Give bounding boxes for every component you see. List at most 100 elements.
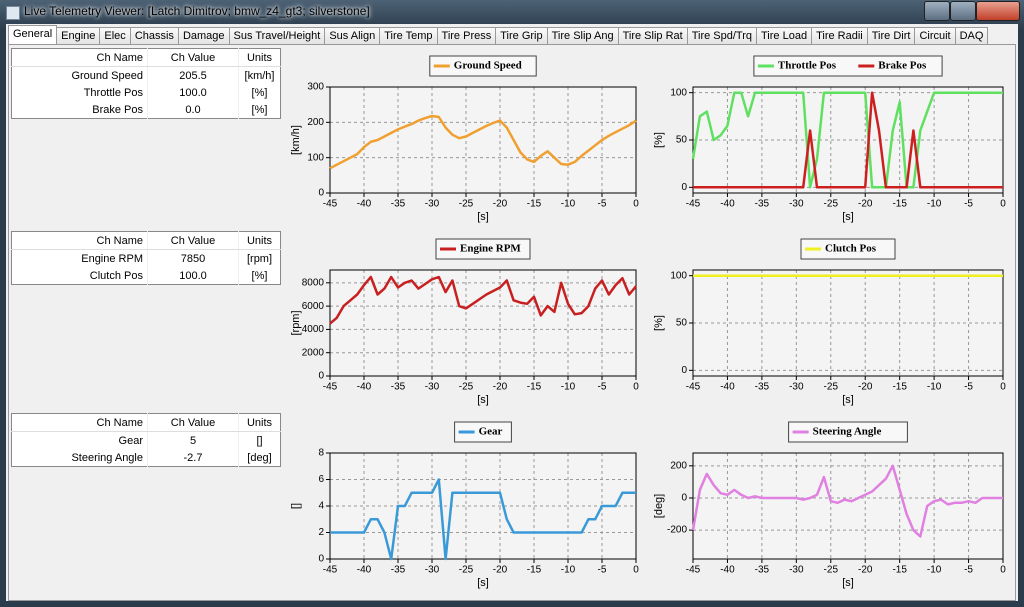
x-tick-label: -30 [789, 382, 804, 393]
window-title: Live Telemetry Viewer: [Latch Dimitrov; … [24, 4, 370, 18]
y-tick-label: 6 [318, 474, 324, 485]
x-tick-label: -15 [892, 382, 907, 393]
y-axis-label: [%] [653, 315, 665, 331]
tab-content: Ch Name Ch Value Units Ground Speed 205.5 [km… [8, 44, 1016, 601]
cell: [%] [251, 103, 268, 116]
x-tick-label: -25 [824, 565, 839, 576]
tab[interactable]: Damage [177, 27, 230, 45]
plot-area [693, 453, 1003, 559]
minimize-button[interactable] [924, 1, 950, 21]
x-tick-label: -30 [425, 199, 440, 210]
column-header: Ch Name [11, 413, 148, 432]
x-tick-label: -20 [493, 565, 508, 576]
column-header: Ch Name [11, 231, 148, 250]
series-line [329, 275, 637, 325]
legend-label: Gear [479, 426, 503, 438]
legend-label: Throttle Pos [778, 60, 837, 72]
x-tick-label: -45 [323, 382, 338, 393]
maximize-button[interactable] [950, 1, 976, 21]
tab[interactable]: Sus Travel/Height [228, 27, 326, 45]
tab[interactable]: Tire Spd/Trq [686, 27, 757, 45]
x-tick-label: -35 [755, 565, 770, 576]
x-tick-label: -45 [686, 565, 701, 576]
y-tick-label: 8 [318, 448, 324, 459]
channel-row: Throttle Pos 100.0 [%] [11, 84, 281, 101]
x-tick-label: 0 [1000, 382, 1006, 393]
y-tick-label: 200 [307, 117, 324, 128]
y-tick-label: 6000 [302, 301, 325, 312]
y-tick-label: 50 [676, 318, 688, 329]
tab[interactable]: Engine [56, 27, 101, 45]
plot-area [693, 87, 1003, 193]
x-tick-label: -15 [892, 199, 907, 210]
column-header: Ch Value [147, 413, 239, 432]
tab[interactable]: Tire Slip Rat [617, 27, 688, 45]
header-row: Ch Name Ch Value Units [11, 231, 281, 250]
column-header: Units [238, 48, 281, 67]
channel-row: Gear 5 [] [11, 431, 281, 449]
tab[interactable]: General [8, 25, 58, 45]
cell: 100.0 [147, 267, 239, 285]
x-tick-label: -15 [527, 382, 542, 393]
tab[interactable]: DAQ [954, 27, 989, 45]
tab[interactable]: Tire Press [436, 27, 497, 45]
y-axis-label: [rpm] [290, 310, 302, 335]
x-tick-label: -40 [357, 199, 372, 210]
x-tick-label: -20 [858, 565, 873, 576]
x-tick-label: -35 [391, 382, 406, 393]
x-tick-label: -35 [391, 565, 406, 576]
chart-panel: -45 -40 -35 -30 -25 -20 -15 -10 -5 0 0 2 4 6 8 [s] [] Gea… [284, 413, 646, 595]
y-tick-label: 100 [307, 152, 324, 163]
x-tick-label: -40 [720, 199, 735, 210]
cell: -2.7 [147, 449, 239, 467]
y-tick-label: -200 [667, 525, 687, 536]
cell: 5 [147, 431, 239, 449]
tab[interactable]: Tire Dirt [866, 27, 916, 45]
x-tick-label: -20 [493, 199, 508, 210]
tab-bar: General Engine Elec Chassis Damage Sus Travel… [8, 25, 989, 45]
cell: 100.0 [147, 84, 239, 101]
x-tick-label: 0 [1000, 199, 1006, 210]
close-button[interactable] [976, 1, 1020, 21]
cell: [] [256, 434, 263, 447]
tab[interactable]: Tire Slip Ang [546, 27, 619, 45]
x-tick-label: 0 [1000, 565, 1006, 576]
tab[interactable]: Tire Grip [495, 27, 548, 45]
cell: [%] [251, 269, 268, 282]
y-axis-label: [km/h] [290, 125, 302, 155]
tab[interactable]: Sus Align [324, 27, 381, 45]
x-tick-label: -45 [323, 199, 338, 210]
x-axis-label: [s] [842, 211, 854, 223]
tab[interactable]: Elec [99, 27, 131, 45]
cell: 0.0 [147, 101, 239, 119]
x-tick-label: -30 [789, 565, 804, 576]
y-tick-label: 2 [318, 527, 324, 538]
x-tick-label: -15 [527, 199, 542, 210]
x-tick-label: -25 [824, 199, 839, 210]
legend-box [753, 55, 943, 77]
y-tick-label: 0 [681, 182, 687, 193]
tab[interactable]: Circuit [914, 27, 956, 45]
series-line [693, 91, 1003, 189]
x-tick-label: -5 [964, 382, 973, 393]
y-tick-label: 0 [318, 188, 324, 199]
series-line [691, 91, 1003, 189]
tab[interactable]: Tire Load [756, 27, 813, 45]
plot-frame [692, 269, 1004, 377]
cell: 205.5 [147, 66, 239, 84]
x-tick-label: -40 [720, 382, 735, 393]
channel-row: Engine RPM 7850 [rpm] [11, 249, 281, 267]
tab[interactable]: Tire Radii [811, 27, 868, 45]
cell: Steering Angle [11, 449, 148, 467]
tab[interactable]: Tire Temp [379, 27, 438, 45]
x-tick-label: -35 [755, 199, 770, 210]
plot-frame [329, 86, 637, 194]
x-axis-label: [s] [477, 577, 489, 589]
tab[interactable]: Chassis [129, 27, 179, 45]
legend-label: Brake Pos [878, 60, 927, 72]
column-header: Units [238, 231, 281, 250]
x-tick-label: -30 [789, 199, 804, 210]
chart-panel: -45 -40 -35 -30 -25 -20 -15 -10 -5 0 0 100 200 300 [s]… [284, 47, 646, 229]
cell: Throttle Pos [11, 84, 148, 101]
y-tick-label: 2000 [302, 347, 325, 358]
